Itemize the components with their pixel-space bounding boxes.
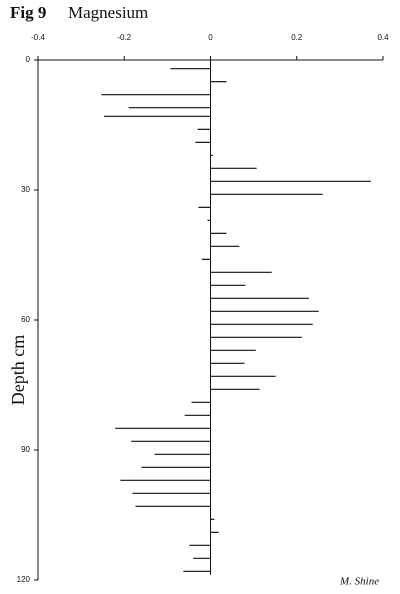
x-tick-label: 0.4 xyxy=(377,33,389,42)
x-tick-label: -0.2 xyxy=(117,33,131,42)
y-tick-label: 60 xyxy=(21,315,30,324)
chart-title: Fig 9 xyxy=(10,3,46,22)
signature: M. Shine xyxy=(339,576,379,588)
y-axis-label: Depth cm xyxy=(8,335,28,405)
y-tick-label: 0 xyxy=(26,55,31,64)
y-tick-label: 120 xyxy=(17,575,31,584)
x-tick-label: 0.2 xyxy=(291,33,303,42)
chart-subtitle: Magnesium xyxy=(68,3,148,22)
x-tick-label: 0 xyxy=(208,33,213,42)
y-tick-label: 90 xyxy=(21,445,30,454)
y-tick-label: 30 xyxy=(21,185,30,194)
x-tick-label: -0.4 xyxy=(31,33,45,42)
